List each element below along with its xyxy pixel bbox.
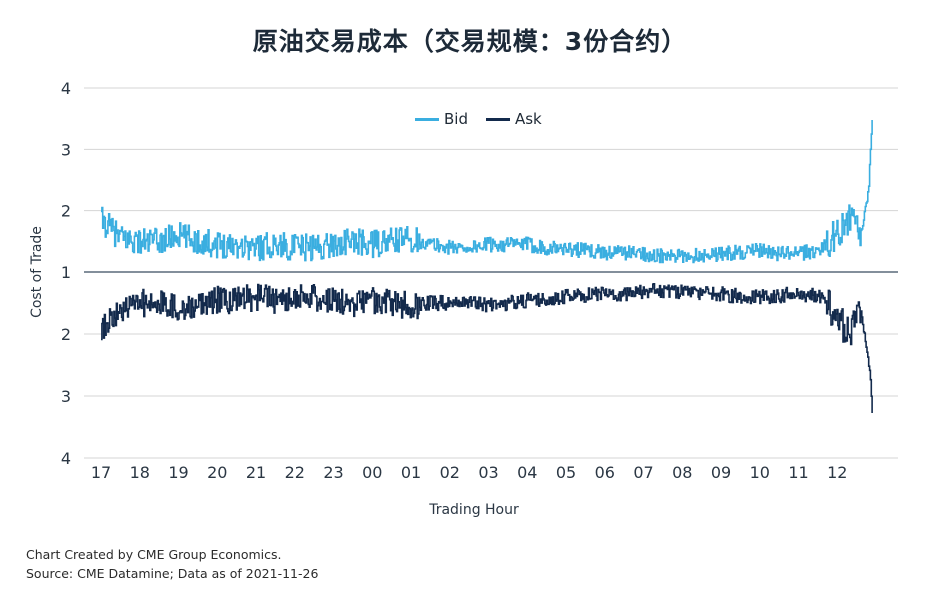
series-line-ask: [101, 283, 873, 413]
x-tick-label: 18: [130, 463, 150, 482]
legend-swatch-ask: [485, 117, 510, 121]
x-tick-label: 20: [207, 463, 227, 482]
y-tick-label: 4: [61, 79, 71, 98]
x-tick-label: 17: [91, 463, 111, 482]
legend-label-ask: Ask: [514, 110, 542, 128]
legend-label-bid: Bid: [444, 110, 468, 128]
y-tick-label: 2: [61, 202, 71, 221]
x-tick-label: 10: [750, 463, 770, 482]
footnote-credit: Chart Created by CME Group Economics.: [26, 547, 282, 562]
chart-title: 原油交易成本（交易规模：3份合约）: [252, 27, 688, 56]
legend-item-ask: Ask: [485, 110, 542, 128]
series-line-bid: [101, 120, 873, 264]
x-tick-label: 12: [827, 463, 847, 482]
x-tick-label: 00: [362, 463, 382, 482]
y-tick-label: 1: [61, 263, 71, 282]
y-axis-title: Cost of Trade: [29, 226, 45, 318]
x-tick-label: 09: [711, 463, 731, 482]
legend-swatch-bid: [415, 117, 439, 121]
y-tick-label: 3: [61, 140, 71, 159]
legend-item-bid: Bid: [415, 110, 468, 128]
x-tick-label: 23: [323, 463, 343, 482]
x-tick-label: 06: [595, 463, 615, 482]
legend: Bid Ask: [415, 109, 560, 129]
x-tick-label: 05: [556, 463, 576, 482]
x-axis-title: Trading Hour: [428, 502, 519, 518]
x-tick-label: 21: [246, 463, 266, 482]
x-tick-label: 11: [788, 463, 808, 482]
y-tick-label: 4: [61, 449, 71, 468]
x-tick-label: 04: [517, 463, 537, 482]
y-tick-label: 2: [61, 325, 71, 344]
y-tick-label: 3: [61, 387, 71, 406]
x-tick-label: 03: [478, 463, 498, 482]
x-tick-label: 07: [633, 463, 653, 482]
x-tick-label: 08: [672, 463, 692, 482]
x-tick-label: 19: [168, 463, 188, 482]
footnote-source: Source: CME Datamine; Data as of 2021-11…: [26, 566, 319, 581]
x-tick-label: 01: [401, 463, 421, 482]
x-tick-label: 22: [285, 463, 305, 482]
x-tick-label: 02: [440, 463, 460, 482]
